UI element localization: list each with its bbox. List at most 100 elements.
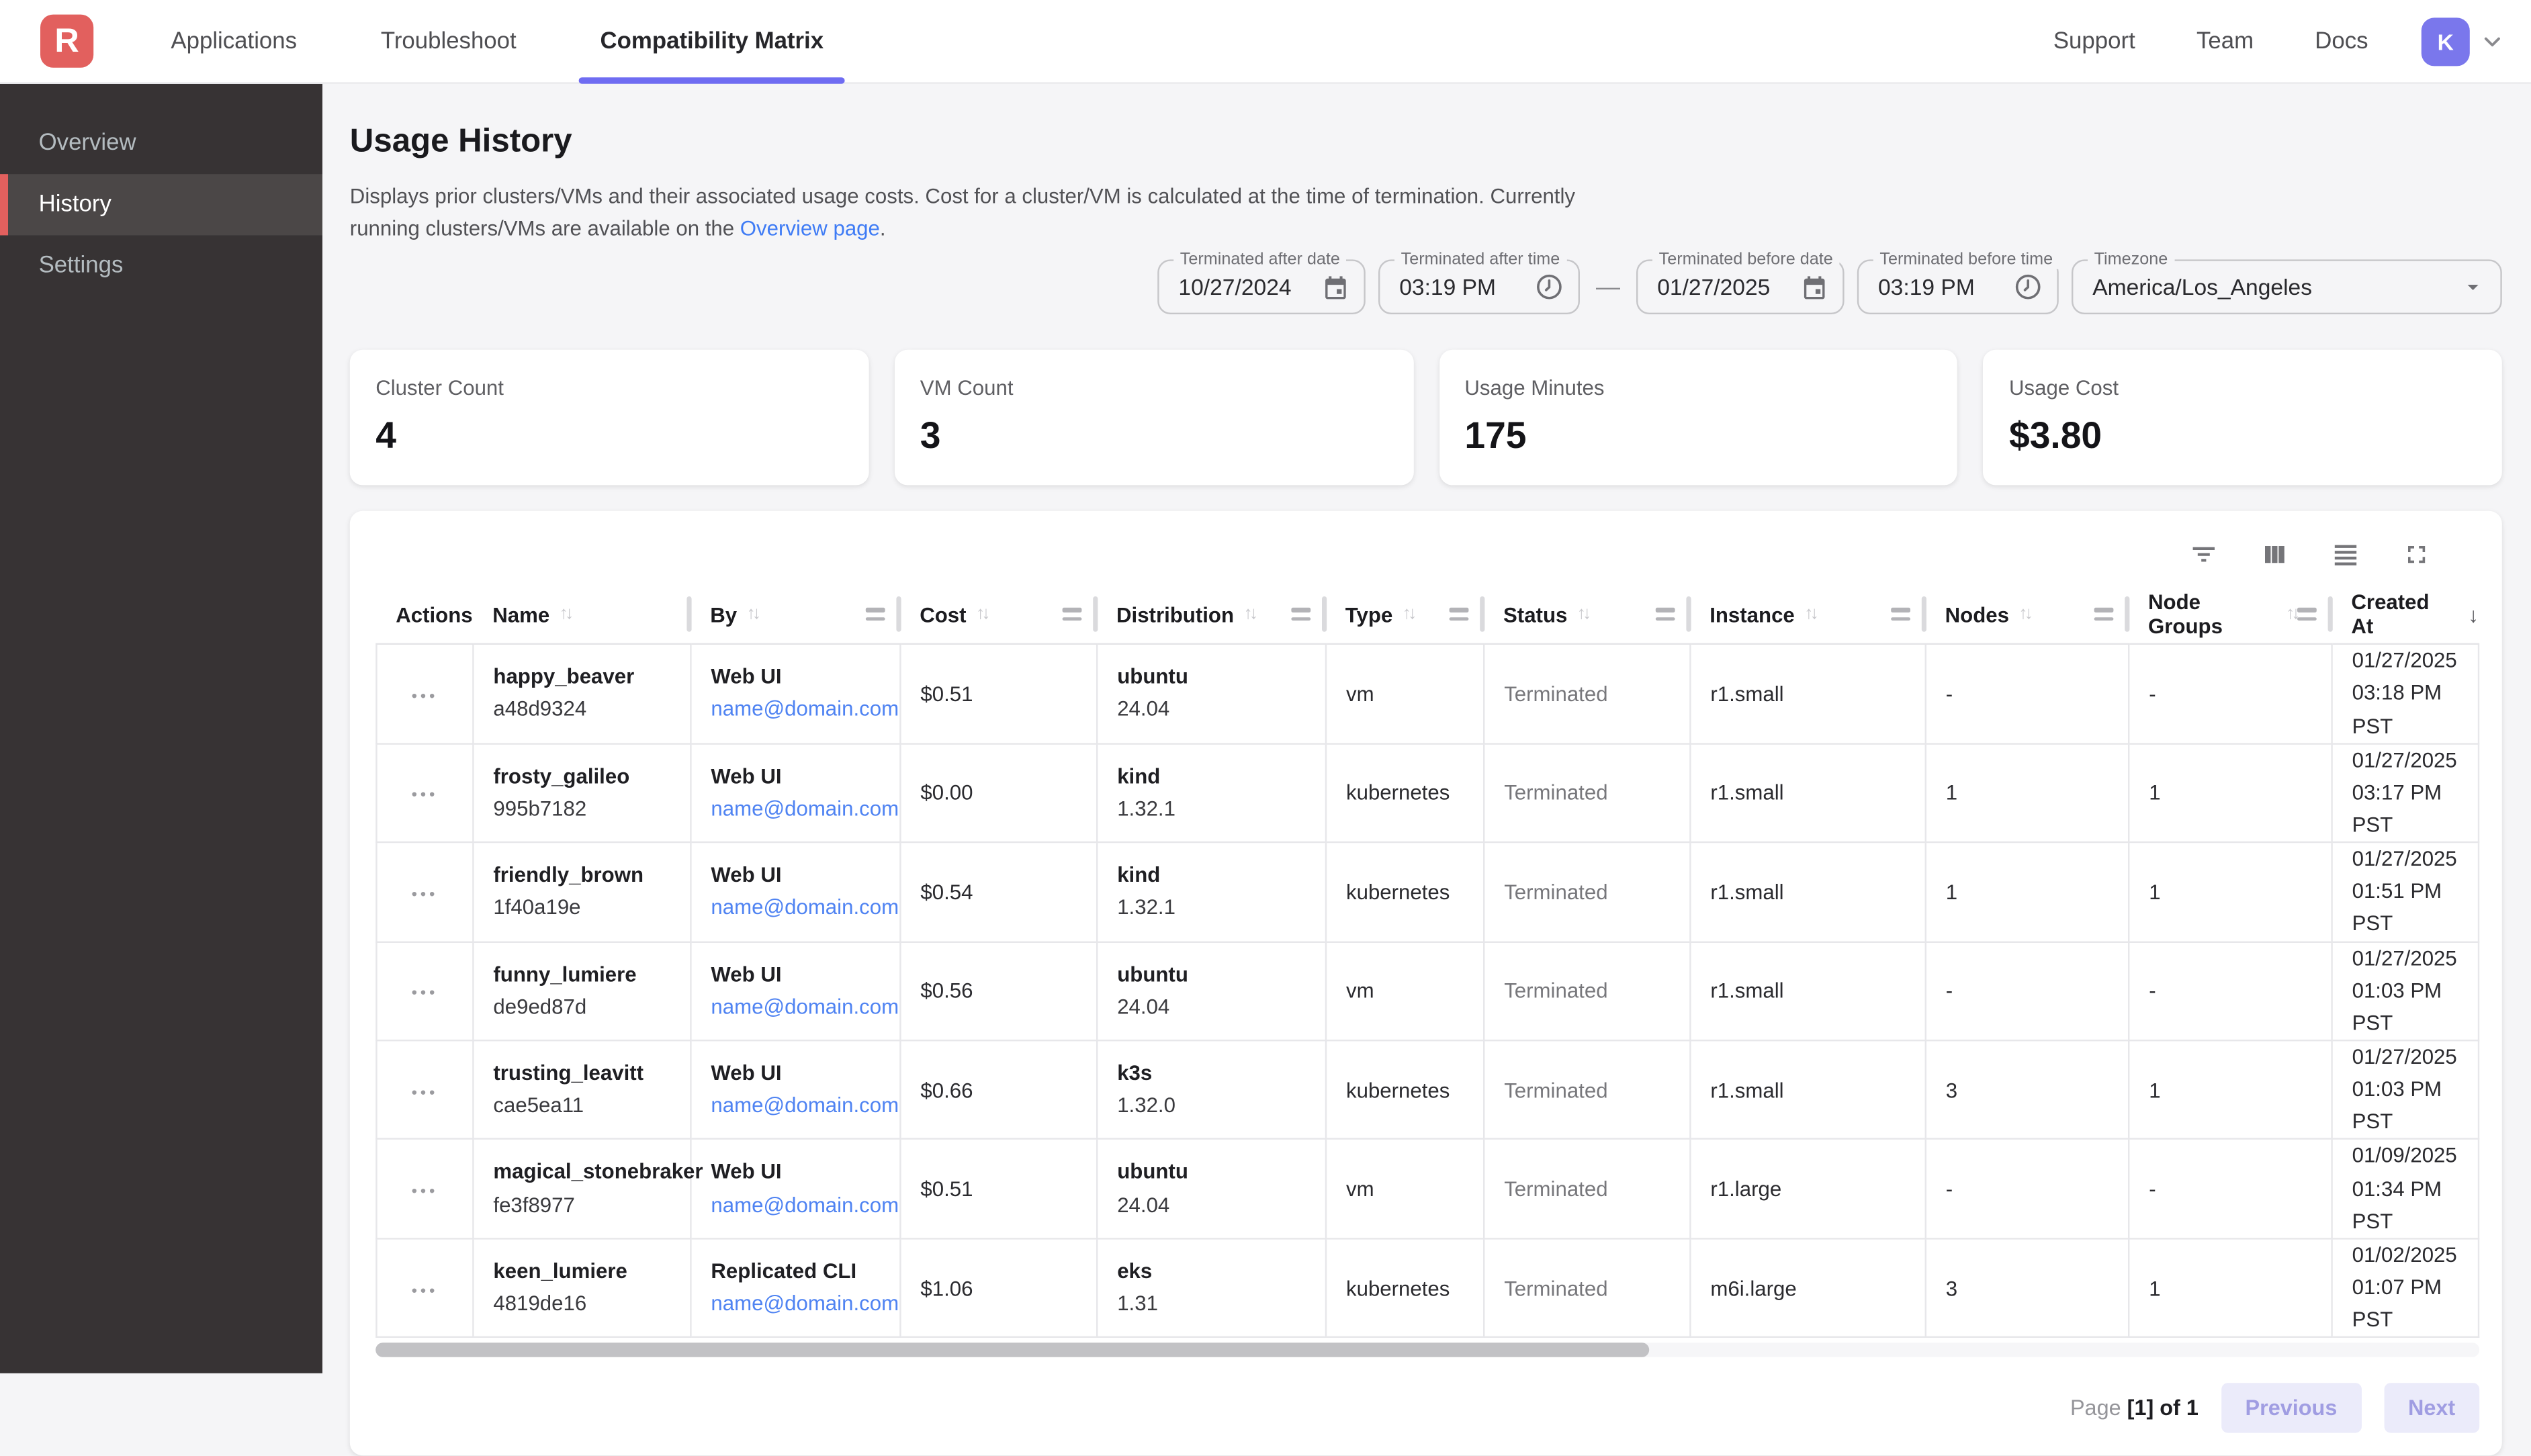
terminated-after-date-field[interactable]: Terminated after date 10/27/2024 [1157,250,1366,315]
density-icon[interactable] [2331,541,2360,570]
column-menu-icon[interactable] [864,608,885,621]
nav-link-support[interactable]: Support [2053,28,2135,54]
date-range-separator: — [1596,273,1620,302]
row-actions-button[interactable]: ••• [411,886,439,904]
created-date: 01/27/2025 [2352,648,2457,673]
sort-icon[interactable]: ↑↓ [2018,604,2033,625]
column-menu-icon[interactable] [1290,608,1311,621]
description-text: Displays prior clusters/VMs and their as… [349,183,1576,240]
cluster-name: frosty_galileo [493,764,630,788]
column-menu-icon[interactable] [2093,608,2113,621]
column-menu-icon[interactable] [1061,608,1081,621]
sort-desc-icon[interactable]: ↓ [2468,602,2479,627]
fullscreen-icon[interactable] [2402,541,2431,570]
sort-icon[interactable]: ↑↓ [975,604,991,625]
column-header-by[interactable]: By ↑↓ [691,585,901,645]
timezone-select[interactable]: Timezone America/Los_Angeles [2072,250,2502,315]
column-header-actions: Actions [376,585,474,645]
column-header-nodes[interactable]: Nodes ↑↓ [1925,585,2129,645]
next-page-button[interactable]: Next [2383,1383,2480,1434]
type-value: kubernetes [1346,879,1450,904]
nav-link-team[interactable]: Team [2196,28,2254,54]
sort-icon[interactable]: ↑↓ [1577,604,1592,625]
column-menu-icon[interactable] [1448,608,1468,621]
column-header-distribution[interactable]: Distribution ↑↓ [1097,585,1327,645]
sidebar-item-settings[interactable]: Settings [38,253,124,279]
created-time: 01:07 PM PST [2352,1275,2442,1332]
column-header-instance[interactable]: Instance ↑↓ [1690,585,1926,645]
sort-icon[interactable]: ↑↓ [746,604,762,625]
nav-tab-compatibility-matrix[interactable]: Compatibility Matrix [558,0,865,84]
created-time: 01:03 PM PST [2352,1077,2442,1134]
user-avatar[interactable]: K [2421,17,2470,66]
filter-icon[interactable] [2189,541,2218,570]
sidebar-item-history[interactable]: History [0,174,323,236]
distribution-version: 1.32.1 [1117,796,1175,821]
sort-icon[interactable]: ↑↓ [559,604,574,625]
nav-tab-troubleshoot[interactable]: Troubleshoot [380,28,517,54]
row-actions-button[interactable]: ••• [411,985,439,1003]
terminated-after-time-field[interactable]: Terminated after time 03:19 PM [1378,250,1580,315]
columns-icon[interactable] [2260,541,2289,570]
nav-tab-applications[interactable]: Applications [171,28,298,54]
clock-icon[interactable] [2014,273,2043,302]
row-actions-button[interactable]: ••• [411,787,439,805]
cluster-name: trusting_leavitt [493,1060,644,1085]
field-value: 03:19 PM [1878,274,1975,301]
creator-email-link[interactable]: name@domain.com [711,1093,899,1118]
distribution-name: ubuntu [1117,1159,1188,1184]
scrollbar-thumb[interactable] [375,1343,1649,1358]
nodes-value: - [1945,682,1953,707]
nav-link-docs[interactable]: Docs [2315,28,2368,54]
clock-icon[interactable] [1535,273,1564,302]
creator-email-link[interactable]: name@domain.com [711,1192,899,1217]
field-label: Terminated after time [1394,250,1566,270]
column-header-node-groups[interactable]: Node Groups ↑↓ [2129,585,2332,645]
terminated-before-time-field[interactable]: Terminated before time 03:19 PM [1857,250,2059,315]
instance-value: r1.large [1710,1177,1782,1201]
created-by-source: Web UI [711,664,782,689]
stat-value: 3 [920,414,941,457]
row-actions-button[interactable]: ••• [411,688,439,707]
node-groups-value: 1 [2149,780,2161,805]
field-label: Terminated after date [1173,250,1347,270]
sidebar-item-overview[interactable]: Overview [38,130,136,156]
sort-icon[interactable]: ↑↓ [1402,604,1417,625]
distribution-version: 24.04 [1117,1192,1170,1217]
replicated-logo[interactable]: R [40,14,94,68]
terminated-before-date-field[interactable]: Terminated before date 01/27/2025 [1636,250,1845,315]
sort-icon[interactable]: ↑↓ [2286,604,2301,625]
column-menu-icon[interactable] [1654,608,1675,621]
sort-icon[interactable]: ↑↓ [1804,604,1819,625]
column-header-status[interactable]: Status ↑↓ [1484,585,1691,645]
chevron-down-icon[interactable] [2479,28,2505,54]
dropdown-caret-icon[interactable] [2460,275,2485,300]
cluster-id: 1f40a19e [493,895,581,919]
overview-page-link[interactable]: Overview page [740,216,880,240]
row-actions-button[interactable]: ••• [411,1183,439,1201]
column-header-created-at[interactable]: Created At ↓ [2332,585,2479,645]
creator-email-link[interactable]: name@domain.com [711,796,899,821]
nodes-value: - [1945,1177,1953,1201]
creator-email-link[interactable]: name@domain.com [711,895,899,919]
creator-email-link[interactable]: name@domain.com [711,696,899,721]
created-time: 03:18 PM PST [2352,680,2442,738]
column-header-cost[interactable]: Cost ↑↓ [900,585,1098,645]
nodes-value: 3 [1945,1275,1958,1300]
calendar-icon[interactable] [1322,273,1349,301]
column-menu-icon[interactable] [1890,608,1910,621]
type-value: vm [1346,979,1374,1003]
creator-email-link[interactable]: name@domain.com [711,994,899,1019]
cluster-name: magical_stonebraker [493,1159,703,1184]
creator-email-link[interactable]: name@domain.com [711,1291,899,1316]
previous-page-button[interactable]: Previous [2221,1383,2362,1434]
sort-icon[interactable]: ↑↓ [1243,604,1258,625]
usage-table-card: Actions Name ↑↓ By ↑↓ Cost ↑↓ Distribution ↑… [349,511,2502,1456]
column-header-type[interactable]: Type ↑↓ [1326,585,1484,645]
row-actions-button[interactable]: ••• [411,1084,439,1102]
row-actions-button[interactable]: ••• [411,1282,439,1300]
stat-card-usage-cost: Usage Cost $3.80 [1983,350,2502,486]
column-menu-icon[interactable] [2297,608,2316,621]
column-header-name[interactable]: Name ↑↓ [473,585,691,645]
calendar-icon[interactable] [1801,273,1828,301]
